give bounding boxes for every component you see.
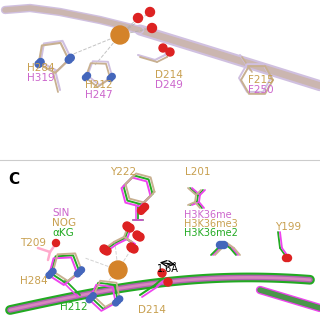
- Circle shape: [107, 76, 113, 82]
- Text: Y199: Y199: [275, 222, 301, 232]
- Circle shape: [35, 60, 42, 68]
- Circle shape: [84, 73, 91, 79]
- Text: NOG: NOG: [52, 218, 76, 228]
- Circle shape: [100, 245, 108, 253]
- Text: H3K36me2: H3K36me2: [184, 228, 238, 238]
- Text: SIN: SIN: [52, 208, 69, 218]
- Circle shape: [101, 246, 109, 254]
- Circle shape: [109, 74, 115, 79]
- Circle shape: [113, 300, 119, 306]
- Text: F215: F215: [248, 75, 274, 85]
- Circle shape: [111, 26, 129, 44]
- Text: H284: H284: [20, 276, 48, 286]
- Circle shape: [284, 254, 292, 261]
- Text: 1.6Å: 1.6Å: [157, 264, 179, 274]
- Circle shape: [140, 205, 147, 212]
- Circle shape: [109, 261, 127, 279]
- Text: T209: T209: [20, 238, 46, 248]
- Text: D214: D214: [138, 305, 166, 315]
- Circle shape: [127, 243, 135, 251]
- Text: H212: H212: [60, 302, 88, 312]
- Text: H3K36me3: H3K36me3: [184, 219, 238, 229]
- Circle shape: [65, 56, 72, 63]
- Circle shape: [88, 295, 94, 301]
- Circle shape: [138, 207, 145, 214]
- Text: L201: L201: [185, 167, 211, 177]
- Circle shape: [133, 13, 142, 22]
- Circle shape: [130, 245, 138, 253]
- Circle shape: [117, 296, 123, 302]
- Circle shape: [133, 231, 141, 239]
- Circle shape: [219, 242, 226, 249]
- Circle shape: [148, 23, 156, 33]
- Circle shape: [76, 269, 83, 275]
- Circle shape: [48, 270, 54, 276]
- Circle shape: [37, 59, 44, 66]
- Text: H247: H247: [85, 90, 113, 100]
- Text: H212: H212: [85, 80, 113, 90]
- Circle shape: [136, 233, 144, 241]
- Circle shape: [220, 242, 228, 249]
- Circle shape: [217, 242, 223, 249]
- Circle shape: [78, 267, 84, 273]
- Text: H3K36me: H3K36me: [184, 210, 232, 220]
- Text: H284: H284: [27, 63, 55, 73]
- Circle shape: [164, 278, 172, 286]
- Circle shape: [141, 203, 148, 210]
- Circle shape: [159, 44, 167, 52]
- Circle shape: [134, 232, 142, 240]
- Circle shape: [75, 271, 81, 277]
- Circle shape: [283, 254, 290, 261]
- Text: H319: H319: [27, 73, 55, 83]
- Circle shape: [124, 223, 132, 231]
- Circle shape: [86, 297, 92, 303]
- Circle shape: [166, 48, 174, 56]
- Circle shape: [123, 222, 131, 230]
- Text: F250: F250: [248, 85, 274, 95]
- Circle shape: [52, 239, 60, 246]
- Text: αKG: αKG: [52, 228, 74, 238]
- Circle shape: [83, 75, 89, 81]
- Circle shape: [67, 54, 74, 61]
- Text: D214: D214: [155, 70, 183, 80]
- Circle shape: [146, 7, 155, 17]
- Circle shape: [50, 268, 56, 274]
- Circle shape: [103, 247, 111, 255]
- Circle shape: [46, 272, 52, 278]
- Circle shape: [115, 298, 121, 304]
- Text: Y222: Y222: [110, 167, 136, 177]
- Circle shape: [90, 293, 96, 299]
- Circle shape: [126, 224, 134, 232]
- Circle shape: [128, 244, 136, 252]
- Text: D249: D249: [155, 80, 183, 90]
- Text: C: C: [8, 172, 19, 187]
- Circle shape: [158, 269, 166, 277]
